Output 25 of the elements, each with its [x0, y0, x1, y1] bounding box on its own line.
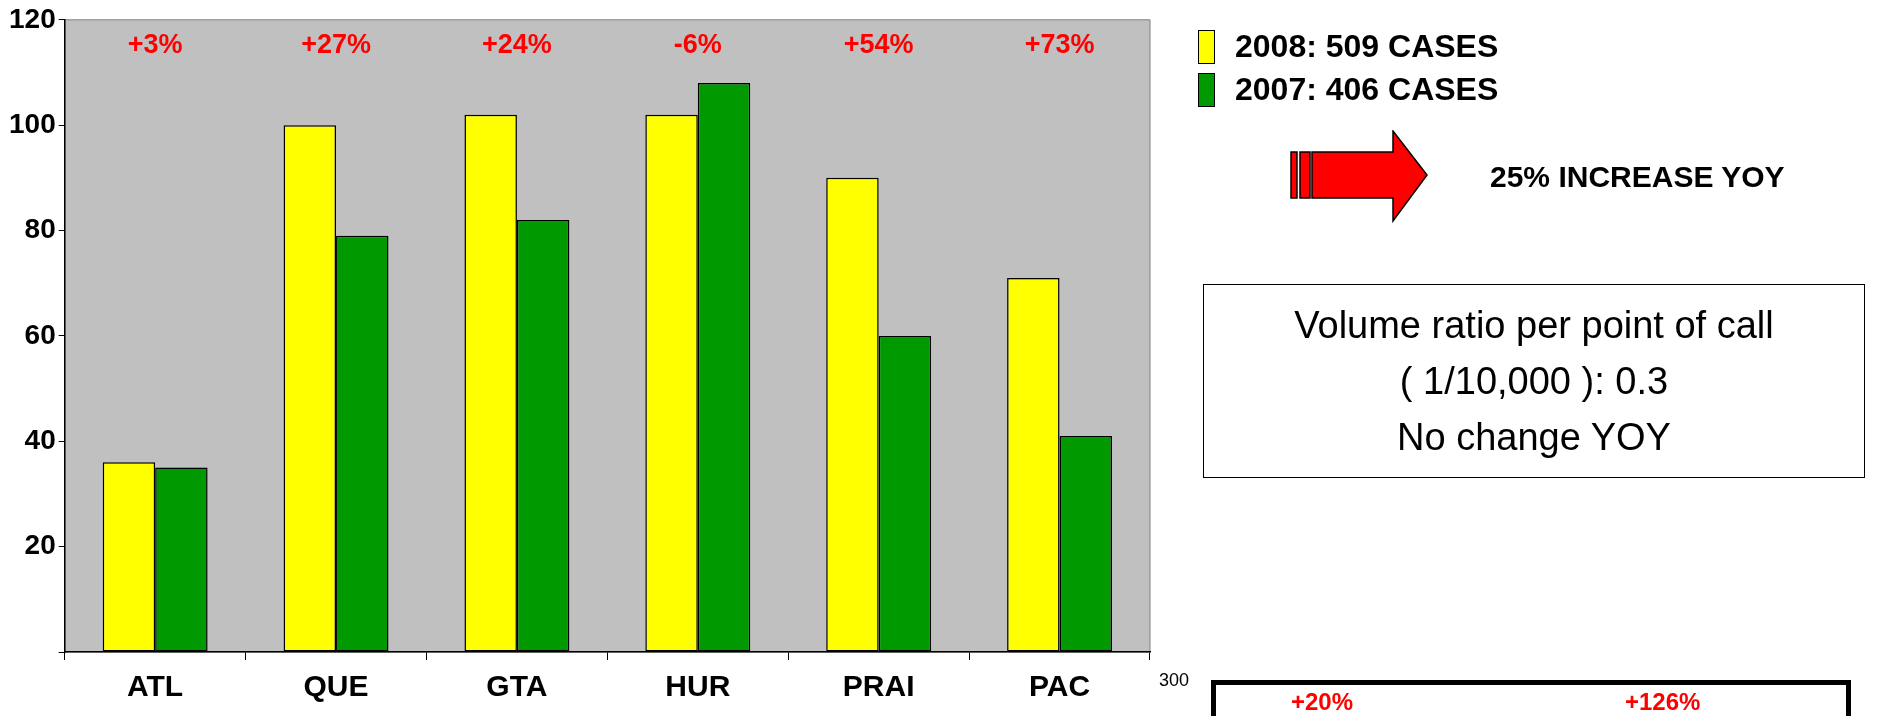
annotation: -6% [673, 29, 722, 60]
text: +20% [1291, 688, 1354, 716]
annotation: +3% [127, 29, 183, 60]
legend-label: 2008: 509 CASES [1235, 28, 1499, 65]
annotation: +54% [843, 29, 914, 60]
x-tick-label: QUE [303, 669, 369, 703]
y-tick-label: 40 [24, 423, 56, 455]
legend-label: 2007: 406 CASES [1235, 71, 1499, 108]
x-tick-label: PAC [1029, 669, 1091, 703]
text: 300 [1159, 670, 1190, 691]
x-tick-label: PRAI [842, 669, 915, 703]
text: Volume ratio per point of call ( 1/10,000 ): 0.3 No change YOY [1203, 284, 1865, 478]
y-tick-label: 100 [9, 107, 56, 139]
y-tick-label: 60 [24, 318, 56, 350]
annotation: +24% [482, 29, 552, 60]
text: 25% INCREASE YOY [1490, 160, 1785, 194]
text: +126% [1625, 688, 1701, 716]
annotation: +27% [301, 29, 371, 60]
annotation: +73% [1024, 29, 1095, 60]
y-tick-label: 120 [9, 2, 56, 34]
y-tick-label: 20 [24, 529, 56, 561]
x-tick-label: ATL [127, 669, 184, 703]
x-tick-label: HUR [665, 669, 731, 703]
y-tick-label: 80 [24, 213, 56, 245]
x-tick-label: GTA [486, 669, 548, 703]
